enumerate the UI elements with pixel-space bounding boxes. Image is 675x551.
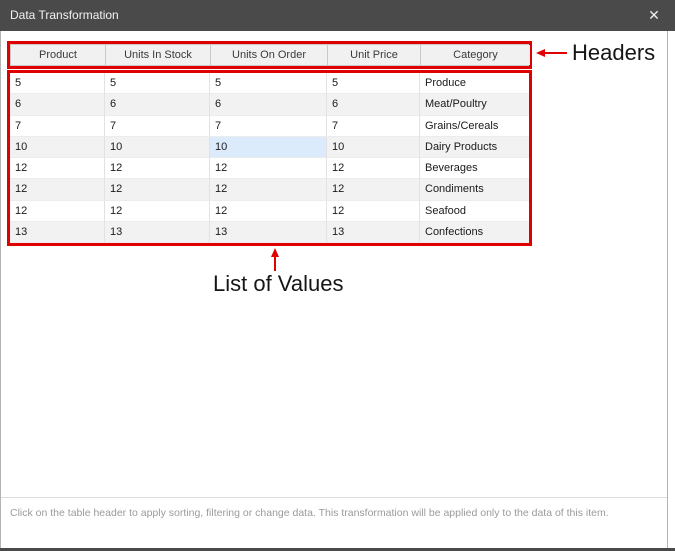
table-cell[interactable]: 10 [327, 136, 420, 158]
table-cell[interactable]: 12 [10, 200, 105, 222]
table-cell[interactable]: 6 [327, 94, 420, 116]
annotation-box-values: 5 5 5 5 Produce 6 6 6 6 Meat/Poultry 7 7 7 7 Grains/Ce… [7, 70, 532, 246]
column-header[interactable]: Unit Price [328, 45, 421, 65]
window-border-left [0, 31, 1, 548]
category-cell[interactable]: Produce [420, 73, 529, 95]
table-cell[interactable]: 6 [210, 94, 327, 116]
headers-arrowhead-icon [536, 49, 545, 57]
table-cell[interactable]: 13 [10, 221, 105, 243]
table-row[interactable]: 7 7 7 7 Grains/Cereals [10, 115, 529, 137]
headers-annotation-label: Headers [572, 40, 656, 65]
category-cell[interactable]: Confections [420, 222, 529, 243]
values-arrow-shaft [274, 256, 276, 271]
table-body: 5 5 5 5 Produce 6 6 6 6 Meat/Poultry 7 7 7 7 Grains/Ce… [10, 73, 529, 243]
table-cell[interactable]: 13 [210, 221, 327, 243]
category-cell[interactable]: Condiments [420, 179, 529, 201]
table-cell[interactable]: 5 [105, 73, 210, 95]
table-row[interactable]: 5 5 5 5 Produce [10, 73, 529, 95]
table-cell[interactable]: 10 [10, 136, 105, 158]
column-header[interactable]: Category [421, 45, 530, 65]
table-row[interactable]: 12 12 12 12 Condiments [10, 179, 529, 201]
table-header-row: Product Units In Stock Units On Order Unit … [10, 44, 530, 66]
table-cell[interactable]: 7 [105, 115, 210, 137]
table-row[interactable]: 13 13 13 13 Confections [10, 221, 529, 243]
window-title: Data Transformation [10, 8, 119, 22]
category-cell[interactable]: Meat/Poultry [420, 94, 529, 116]
table-cell[interactable]: 5 [327, 73, 420, 95]
table-cell[interactable]: 12 [210, 179, 327, 201]
table-cell[interactable]: 12 [210, 158, 327, 180]
table-cell[interactable]: 7 [210, 115, 327, 137]
table-cell[interactable]: 12 [210, 200, 327, 222]
category-cell[interactable]: Seafood [420, 201, 529, 222]
table-cell[interactable]: 12 [327, 179, 420, 201]
table-cell[interactable]: 12 [327, 200, 420, 222]
table-cell[interactable]: 6 [105, 94, 210, 116]
table-cell[interactable]: 12 [327, 158, 420, 180]
values-annotation-label: List of Values [213, 271, 344, 296]
table-row[interactable]: 12 12 12 12 Seafood [10, 200, 529, 222]
column-header[interactable]: Product [11, 45, 106, 65]
column-header[interactable]: Units On Order [211, 45, 328, 65]
table-row[interactable]: 6 6 6 6 Meat/Poultry [10, 94, 529, 116]
category-cell[interactable]: Beverages [420, 158, 529, 180]
titlebar: Data Transformation ✕ [0, 0, 675, 31]
table-cell[interactable]: 7 [10, 115, 105, 137]
headers-arrow-shaft [544, 52, 567, 54]
annotation-box-headers: Product Units In Stock Units On Order Unit … [7, 41, 532, 69]
table-cell[interactable]: 12 [10, 179, 105, 201]
window-border-bottom [0, 548, 675, 551]
table-cell[interactable]: 10 [210, 136, 327, 158]
table-cell[interactable]: 10 [105, 136, 210, 158]
table-cell[interactable]: 6 [10, 94, 105, 116]
window-border-right [667, 31, 668, 548]
table-cell[interactable]: 12 [105, 158, 210, 180]
table-cell[interactable]: 12 [10, 158, 105, 180]
category-cell[interactable]: Grains/Cereals [420, 116, 529, 137]
values-arrowhead-icon [271, 248, 279, 257]
table-cell[interactable]: 7 [327, 115, 420, 137]
column-header[interactable]: Units In Stock [106, 45, 211, 65]
category-cell[interactable]: Dairy Products [420, 137, 529, 158]
table-cell[interactable]: 12 [105, 179, 210, 201]
footer-separator [1, 497, 667, 498]
table-cell[interactable]: 13 [327, 221, 420, 243]
close-icon[interactable]: ✕ [648, 7, 660, 23]
table-row[interactable]: 12 12 12 12 Beverages [10, 158, 529, 180]
table-cell[interactable]: 12 [105, 200, 210, 222]
table-row[interactable]: 10 10 10 10 Dairy Products [10, 136, 529, 158]
table-cell[interactable]: 5 [210, 73, 327, 95]
footer-hint-text: Click on the table header to apply sorti… [10, 507, 609, 519]
table-cell[interactable]: 5 [10, 73, 105, 95]
table-cell[interactable]: 13 [105, 221, 210, 243]
